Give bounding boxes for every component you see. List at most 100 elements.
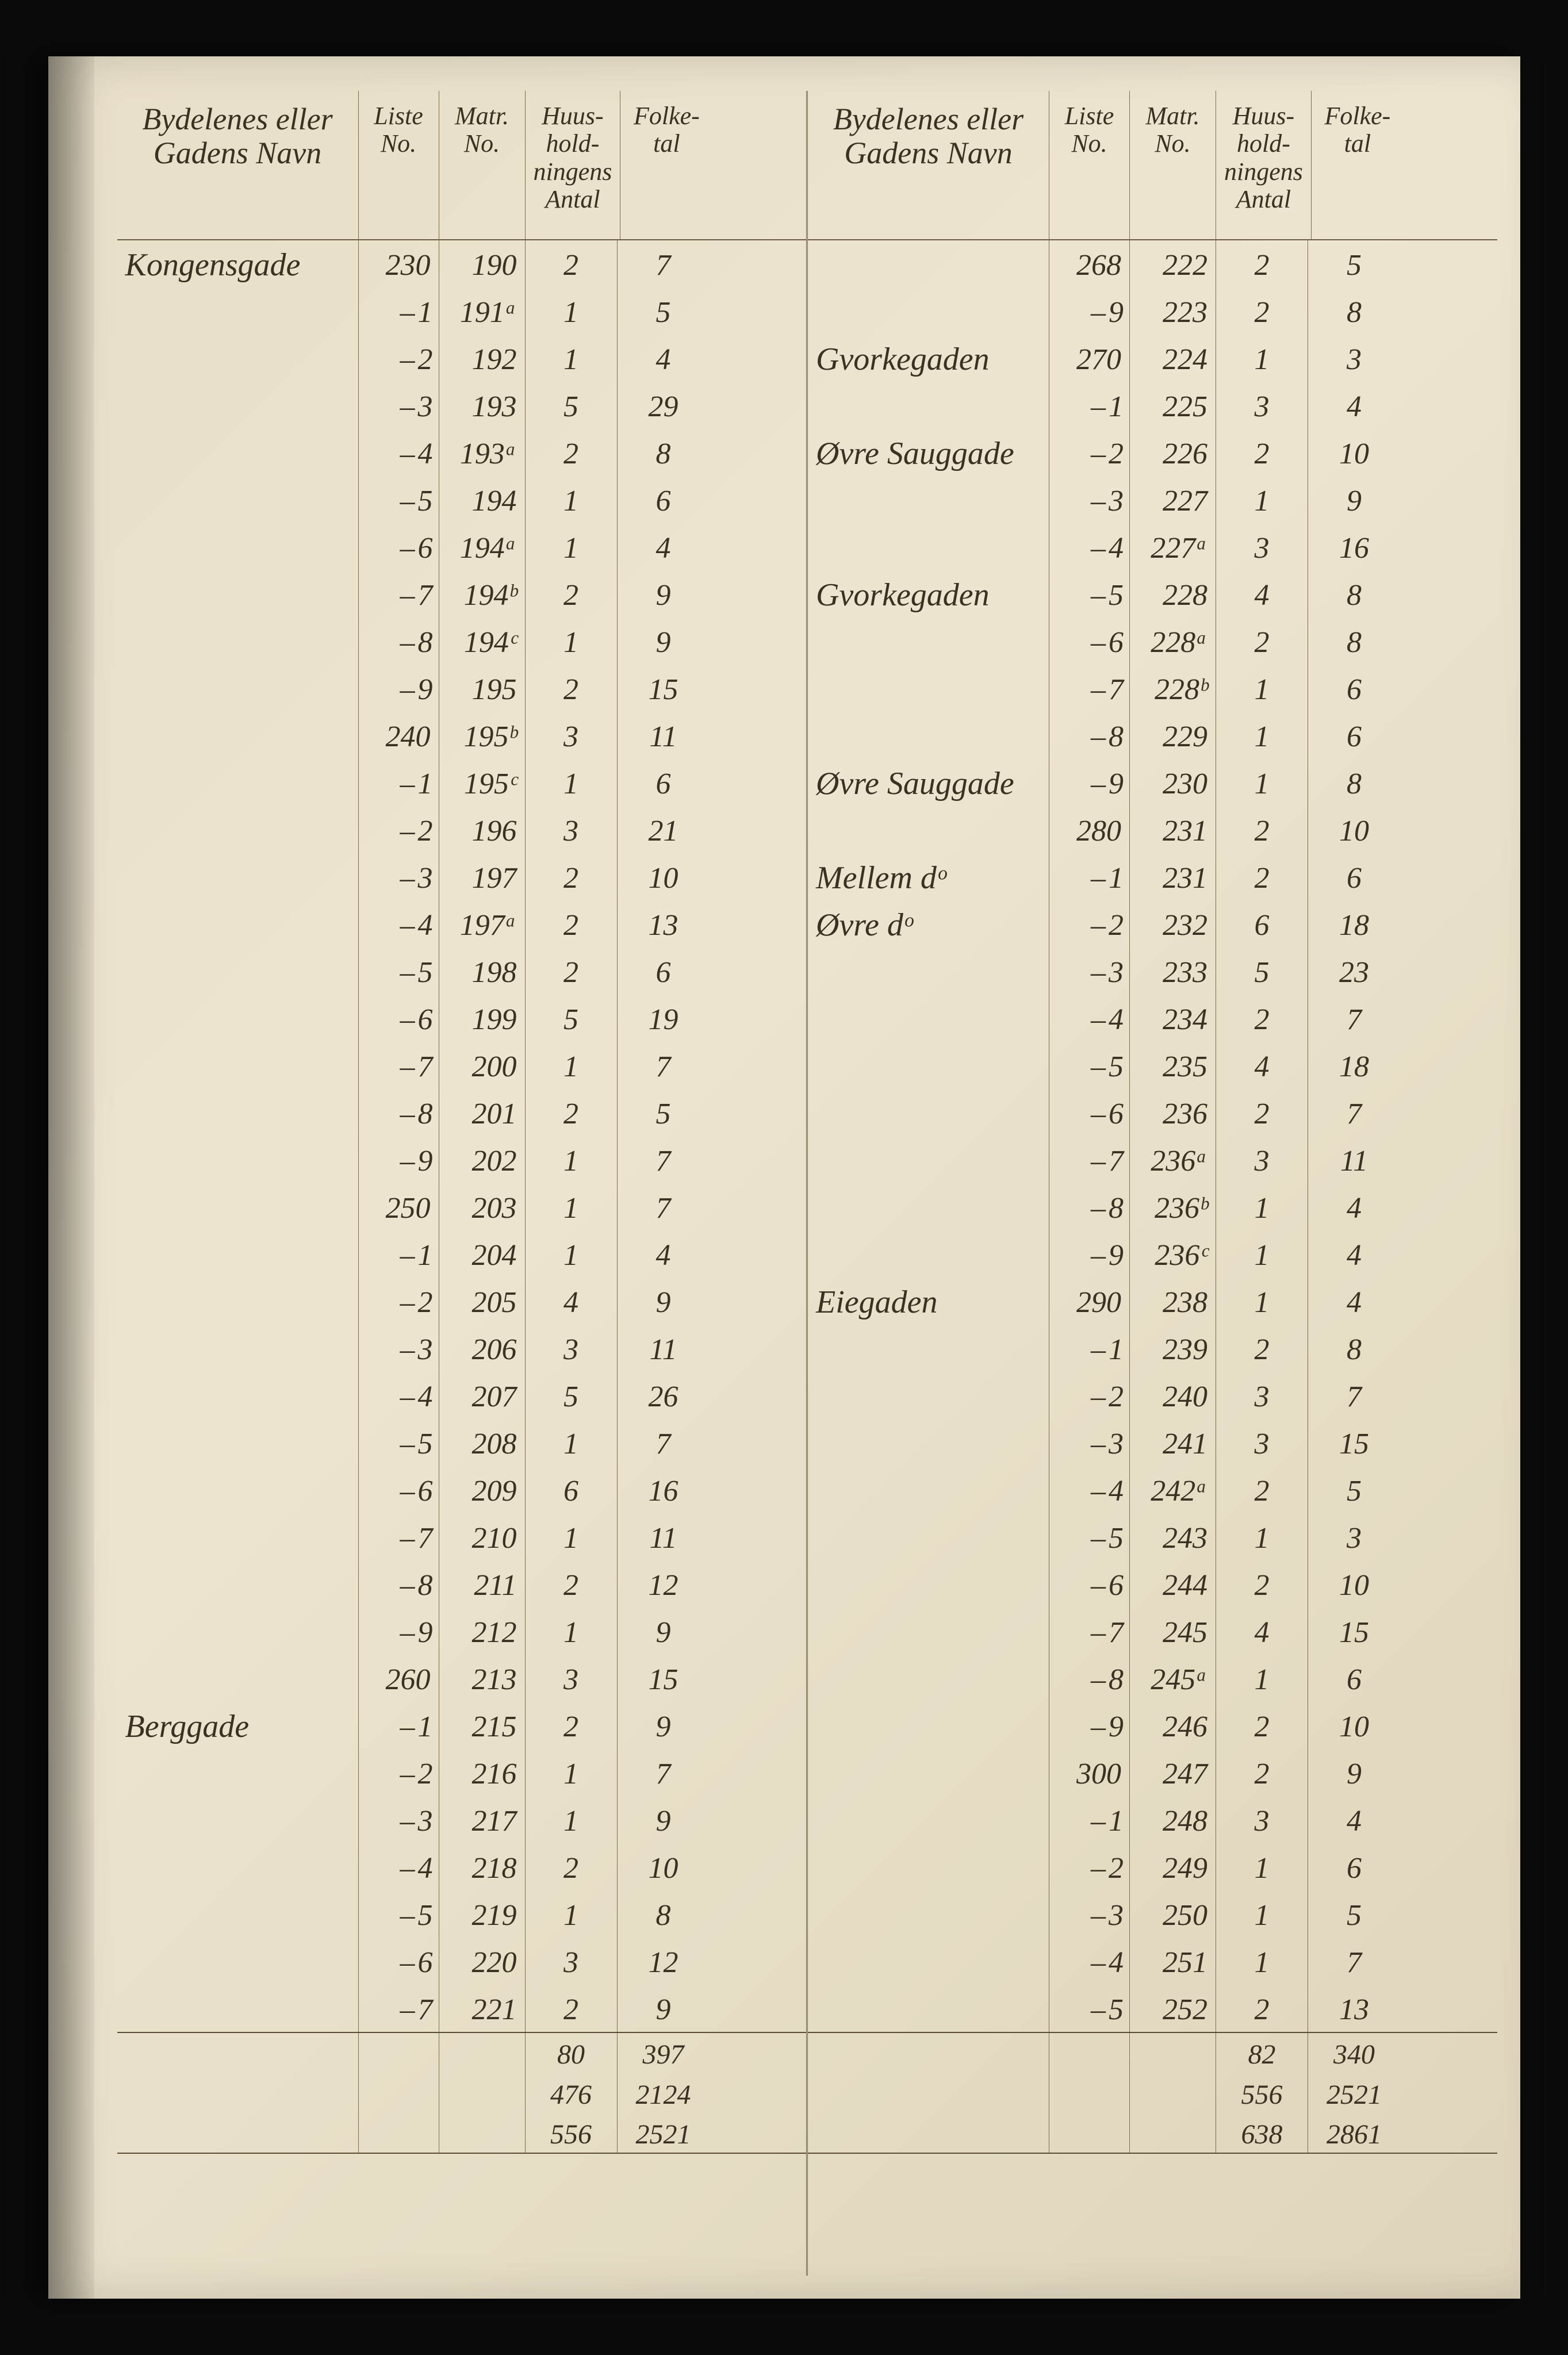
cell-folk: 4 — [618, 1230, 710, 1278]
cell-liste: – 3 — [1049, 476, 1130, 523]
cell-huus: 4 — [526, 1278, 618, 1325]
cell-matr: 240 — [1130, 1372, 1216, 1419]
cell-folk: 3 — [1308, 1513, 1400, 1560]
hdr-name: Bydelenes eller Gadens Navn — [117, 91, 359, 239]
cell-folk: 6 — [1308, 853, 1400, 900]
cell-liste: 250 — [359, 1183, 439, 1230]
cell-huus: 3 — [526, 712, 618, 759]
hdr-folk: Folke-tal — [1312, 91, 1404, 239]
cell-matr: 242ᵃ — [1130, 1466, 1216, 1513]
table-row: – 224916 — [808, 1843, 1497, 1890]
cell-matr: 247 — [1130, 1749, 1216, 1796]
cell-huus: 5 — [526, 995, 618, 1042]
cell-folk: 18 — [1308, 900, 1400, 948]
cell-huus: 2 — [1216, 1466, 1308, 1513]
cell-liste: – 9 — [359, 1136, 439, 1183]
cell-liste: – 1 — [1049, 1796, 1130, 1843]
cell-name — [117, 429, 359, 476]
cell-name — [117, 1796, 359, 1843]
table-row: – 722129 — [117, 1985, 807, 2032]
cell-folk: 8 — [1308, 617, 1400, 665]
cell-name — [808, 240, 1049, 287]
table-row: – 6194ᵃ14 — [117, 523, 807, 570]
cell-matr: 246 — [1130, 1702, 1216, 1749]
cell-huus: 3 — [1216, 1419, 1308, 1466]
cell-huus: 3 — [526, 1325, 618, 1372]
cell-liste: – 8 — [1049, 1655, 1130, 1702]
cell-huus: 2 — [1216, 240, 1308, 287]
table-row: – 221617 — [117, 1749, 807, 1796]
table-row: – 2196321 — [117, 806, 807, 853]
cell-name — [808, 1938, 1049, 1985]
cell-name — [117, 1042, 359, 1089]
cell-name — [117, 1466, 359, 1513]
cell-liste: – 7 — [1049, 1136, 1130, 1183]
table-row: Gvorkegaden27022413 — [808, 335, 1497, 382]
cell-name — [117, 1655, 359, 1702]
table-row: – 7210111 — [117, 1513, 807, 1560]
table-row: Eiegaden29023814 — [808, 1278, 1497, 1325]
cell-total-folk: 2124 — [618, 2073, 710, 2114]
cell-liste: – 9 — [1049, 287, 1130, 335]
hdr-folk: Folke-tal — [620, 91, 712, 239]
cell-huus: 2 — [1216, 853, 1308, 900]
cell-name — [808, 523, 1049, 570]
cell-liste: – 9 — [359, 665, 439, 712]
cell-huus: 2 — [526, 948, 618, 995]
totals-row: 80397 — [117, 2033, 807, 2073]
cell-liste: – 8 — [359, 1089, 439, 1136]
cell-name — [808, 1560, 1049, 1608]
cell-huus: 1 — [1216, 1513, 1308, 1560]
table-row: – 6244210 — [808, 1560, 1497, 1608]
cell-name — [117, 759, 359, 806]
cell-huus: 2 — [526, 1985, 618, 2032]
cell-liste: – 8 — [359, 617, 439, 665]
cell-liste: – 5 — [1049, 570, 1130, 617]
cell-folk: 6 — [618, 948, 710, 995]
cell-matr: 207 — [439, 1372, 526, 1419]
table-row: – 6209616 — [117, 1466, 807, 1513]
cell-liste: – 5 — [1049, 1513, 1130, 1560]
cell-name — [117, 1325, 359, 1372]
cell-liste: – 3 — [359, 1325, 439, 1372]
cell-name — [117, 570, 359, 617]
cell-liste: – 3 — [359, 1796, 439, 1843]
cell-huus: 1 — [1216, 1655, 1308, 1702]
table-row: – 3206311 — [117, 1325, 807, 1372]
cell-liste: – 1 — [1049, 1325, 1130, 1372]
cell-name — [117, 712, 359, 759]
cell-name — [808, 1655, 1049, 1702]
cell-liste: – 1 — [359, 1230, 439, 1278]
cell-liste: – 9 — [359, 1608, 439, 1655]
cell-huus: 4 — [1216, 570, 1308, 617]
cell-huus: 2 — [1216, 1325, 1308, 1372]
cell-huus: 3 — [526, 1938, 618, 1985]
cell-name — [117, 523, 359, 570]
cell-liste: – 9 — [1049, 1702, 1130, 1749]
cell-matr: 231 — [1130, 853, 1216, 900]
cell-matr: 249 — [1130, 1843, 1216, 1890]
cell-liste: 290 — [1049, 1278, 1130, 1325]
cell-folk: 18 — [1308, 1042, 1400, 1089]
cell-matr: 245ᵃ — [1130, 1655, 1216, 1702]
table-row: – 920217 — [117, 1136, 807, 1183]
cell-folk: 4 — [1308, 1183, 1400, 1230]
cell-matr: 244 — [1130, 1560, 1216, 1608]
cell-liste: – 2 — [359, 1278, 439, 1325]
cell-total-huus: 638 — [1216, 2114, 1308, 2153]
cell-name — [117, 900, 359, 948]
table-row: – 7228ᵇ16 — [808, 665, 1497, 712]
cell-name: Berggade — [117, 1702, 359, 1749]
cell-name: Kongensgade — [117, 240, 359, 287]
table-row: Øvre dᵒ– 2232618 — [808, 900, 1497, 948]
cell-liste: – 6 — [359, 995, 439, 1042]
cell-folk: 9 — [618, 1702, 710, 1749]
cell-matr: 224 — [1130, 335, 1216, 382]
cell-liste: – 5 — [1049, 1985, 1130, 2032]
cell-huus: 2 — [526, 240, 618, 287]
cell-liste: – 1 — [359, 759, 439, 806]
cell-folk: 11 — [618, 1513, 710, 1560]
table-row: – 3233523 — [808, 948, 1497, 995]
cell-folk: 11 — [618, 712, 710, 759]
table-row: 26822225 — [808, 240, 1497, 287]
